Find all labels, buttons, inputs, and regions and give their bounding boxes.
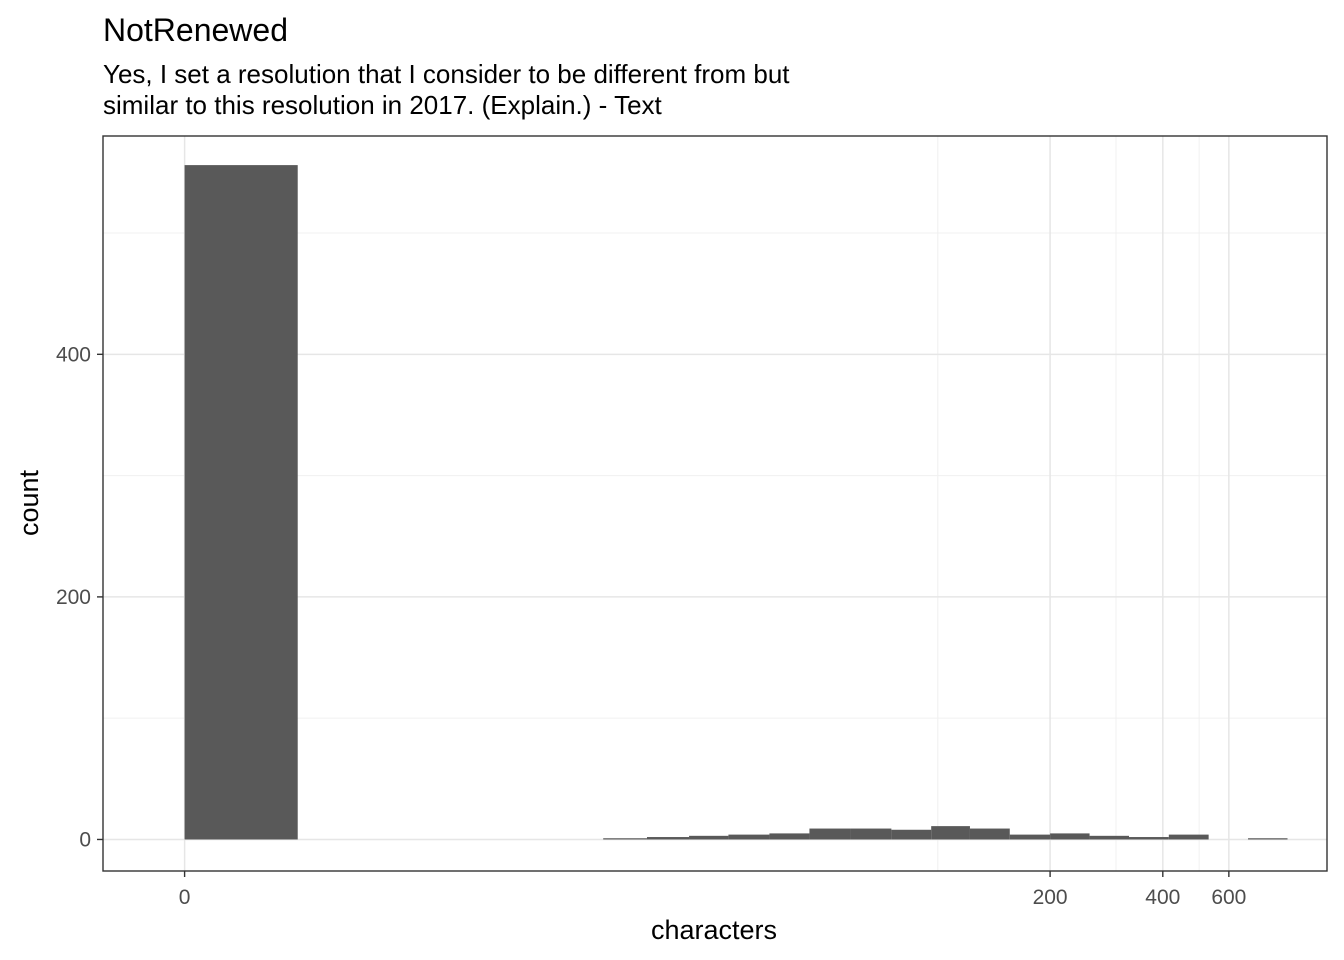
- histogram-bars: [184, 165, 1288, 840]
- x-tick-label: 400: [1145, 886, 1180, 909]
- histogram-bar: [184, 165, 298, 840]
- x-axis: 0 200 400 600: [179, 871, 1246, 909]
- histogram-bar: [969, 828, 1010, 840]
- histogram-bar: [603, 838, 647, 840]
- histogram-bar: [728, 834, 770, 840]
- chart-subtitle-line-1: Yes, I set a resolution that I consider …: [103, 59, 790, 89]
- y-axis-title: count: [14, 469, 44, 536]
- x-tick-label: 200: [1033, 886, 1068, 909]
- histogram-bar: [1129, 837, 1169, 840]
- y-tick-label: 200: [56, 586, 91, 609]
- histogram-bar: [1050, 833, 1090, 840]
- histogram-bar: [931, 826, 970, 840]
- panel-border: [102, 135, 1328, 872]
- histogram-bar: [1248, 838, 1288, 840]
- histogram-bar: [850, 828, 892, 840]
- y-axis: 0 200 400: [56, 343, 103, 851]
- histogram-bar: [891, 829, 932, 840]
- y-tick-label: 0: [79, 828, 91, 851]
- histogram-bar: [689, 835, 729, 840]
- histogram-bar: [1009, 834, 1051, 840]
- chart-subtitle-line-2: similar to this resolution in 2017. (Exp…: [103, 90, 663, 120]
- histogram-bar: [809, 828, 851, 840]
- histogram-bar: [769, 833, 810, 840]
- x-axis-title: characters: [651, 915, 777, 945]
- histogram-bar: [1168, 834, 1209, 840]
- x-tick-label: 0: [179, 886, 191, 909]
- y-tick-label: 400: [56, 343, 91, 366]
- plot-panel: [103, 136, 1327, 871]
- chart-title: NotRenewed: [103, 12, 288, 48]
- x-tick-label: 600: [1211, 886, 1246, 909]
- histogram-bar: [1089, 835, 1130, 840]
- histogram-bar: [646, 837, 690, 840]
